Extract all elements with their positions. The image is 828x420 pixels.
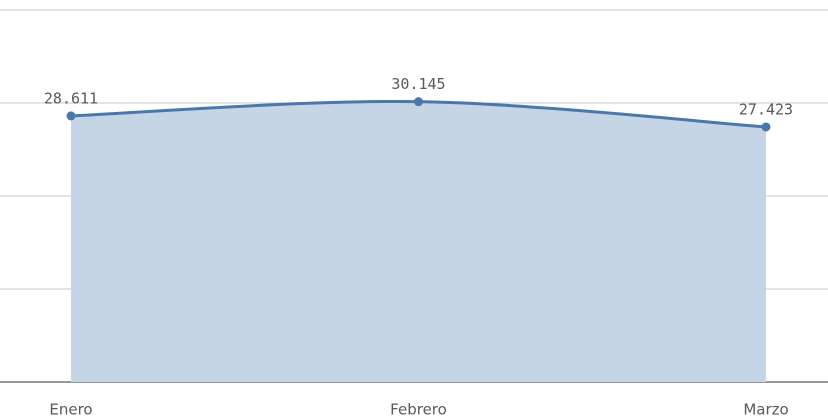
x-tick-label: Enero [49, 401, 92, 419]
area [71, 101, 766, 382]
data-label: 28.611 [44, 89, 98, 107]
x-tick-label: Febrero [390, 401, 447, 419]
x-tick-label: Marzo [743, 401, 788, 419]
point [761, 122, 771, 132]
point [414, 97, 423, 107]
data-label: 30.145 [391, 75, 445, 93]
data-label: 27.423 [739, 100, 793, 118]
point [66, 111, 76, 121]
